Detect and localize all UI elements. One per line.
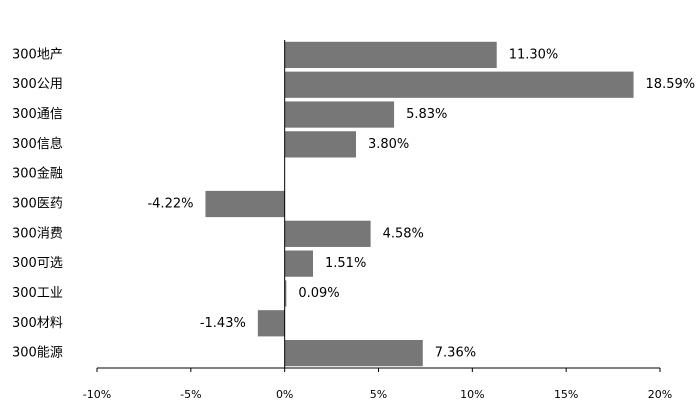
value-label: 3.80%: [368, 137, 409, 152]
bar: [205, 190, 285, 218]
y-tick-label: 300消费: [12, 226, 63, 241]
bar: [284, 131, 356, 158]
value-label: 4.58%: [383, 226, 424, 241]
x-tick-label: -5%: [180, 388, 201, 401]
x-tick-label: 10%: [460, 388, 484, 401]
x-tick-label: -10%: [83, 388, 111, 401]
y-tick-label: 300通信: [12, 107, 63, 122]
y-tick-label: 300可选: [12, 256, 63, 271]
value-label: -1.43%: [200, 316, 246, 331]
value-label: 18.59%: [646, 77, 696, 92]
y-tick-label: 300地产: [12, 47, 63, 62]
value-label: 0.09%: [298, 286, 339, 301]
bar: [284, 41, 497, 69]
value-label: 7.36%: [435, 346, 476, 361]
bar: [284, 280, 287, 307]
value-label: 1.51%: [325, 256, 366, 271]
y-tick-label: 300医药: [12, 197, 63, 212]
bar: [284, 220, 371, 247]
y-tick-label: 300信息: [12, 136, 63, 152]
x-tick-label: 5%: [370, 388, 387, 401]
y-tick-label: 300材料: [12, 316, 63, 331]
bar: [284, 71, 634, 98]
value-label: -4.22%: [147, 197, 193, 212]
y-tick-label: 300能源: [12, 346, 63, 361]
value-label: 11.30%: [509, 47, 559, 62]
bar: [284, 339, 423, 367]
x-tick-label: 0%: [276, 388, 293, 401]
y-tick-label: 300工业: [12, 286, 63, 301]
bar: [284, 250, 314, 277]
x-tick-label: 15%: [554, 388, 578, 401]
bar: [284, 101, 395, 128]
bar: [257, 310, 285, 337]
y-tick-label: 300金融: [12, 166, 63, 182]
y-tick-label: 300公用: [12, 77, 63, 92]
value-label: 5.83%: [406, 107, 447, 122]
x-tick-label: 20%: [648, 388, 672, 401]
